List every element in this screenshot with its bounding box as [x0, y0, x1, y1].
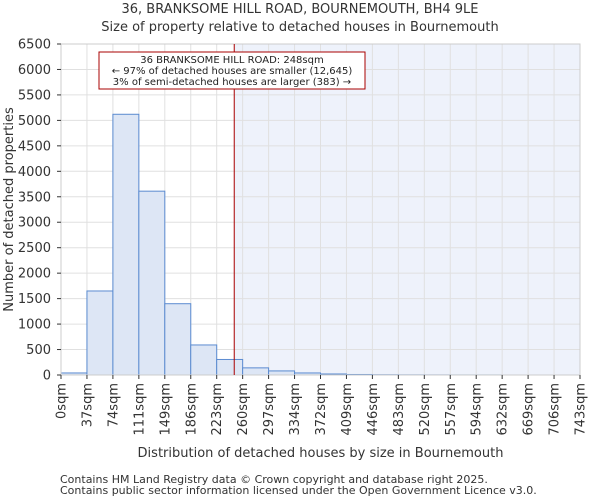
y-tick-label: 6000 — [18, 63, 51, 78]
histogram-bar — [268, 370, 296, 376]
annotation-text: 3% of semi-detached houses are larger (3… — [113, 77, 351, 88]
footer-copyright: Contains HM Land Registry data © Crown c… — [60, 473, 488, 486]
y-tick-label: 1500 — [18, 292, 51, 307]
histogram-bar — [164, 303, 192, 376]
highlight-region — [234, 44, 580, 375]
y-tick-label: 4000 — [18, 165, 51, 180]
x-tick-label: 37sqm — [80, 383, 95, 427]
x-tick-label: 669sqm — [522, 383, 537, 436]
x-tick-label: 632sqm — [496, 383, 511, 436]
histogram-bar — [112, 113, 140, 376]
x-tick-label: 483sqm — [392, 383, 407, 436]
y-tick-label: 6500 — [18, 38, 51, 53]
y-tick-label: 0 — [43, 369, 51, 384]
y-tick-label: 3500 — [18, 190, 51, 205]
histogram-bar — [138, 190, 166, 376]
y-tick-label: 1000 — [18, 318, 51, 333]
x-tick-label: 706sqm — [548, 383, 563, 436]
x-tick-label: 409sqm — [340, 383, 355, 436]
histogram-bar — [86, 290, 114, 376]
annotation-text: ← 97% of detached houses are smaller (12… — [112, 66, 353, 77]
x-tick-label: 297sqm — [262, 383, 277, 436]
x-tick-label: 74sqm — [106, 383, 121, 427]
annotation-box — [98, 51, 366, 90]
x-tick-label: 334sqm — [288, 383, 303, 436]
y-tick-label: 3000 — [18, 216, 51, 231]
y-tick-label: 4500 — [18, 139, 51, 154]
x-tick-label: 186sqm — [184, 383, 199, 436]
x-tick-label: 520sqm — [418, 383, 433, 436]
y-tick-label: 2000 — [18, 267, 51, 282]
x-tick-label: 743sqm — [574, 383, 589, 436]
x-tick-label: 149sqm — [158, 383, 173, 436]
x-tick-label: 111sqm — [132, 383, 147, 436]
histogram-bar — [190, 344, 218, 376]
x-tick-label: 446sqm — [366, 383, 381, 436]
histogram-bar — [242, 367, 270, 376]
y-tick-label: 500 — [26, 343, 51, 358]
x-tick-label: 557sqm — [444, 383, 459, 436]
annotation-text: 36 BRANKSOME HILL ROAD: 248sqm — [140, 55, 323, 66]
y-tick-label: 5000 — [18, 114, 51, 129]
x-tick-label: 372sqm — [314, 383, 329, 436]
x-axis-title: Distribution of detached houses by size … — [138, 446, 504, 461]
histogram-bar — [216, 358, 244, 376]
x-tick-label: 223sqm — [210, 383, 225, 436]
x-tick-label: 0sqm — [55, 383, 70, 419]
chart-title: 36, BRANKSOME HILL ROAD, BOURNEMOUTH, BH… — [121, 2, 479, 17]
x-tick-label: 594sqm — [470, 383, 485, 436]
y-axis-title: Number of detached properties — [2, 107, 17, 312]
chart-subtitle: Size of property relative to detached ho… — [101, 20, 499, 35]
histogram-chart: 0 500 1000 1500 2000 2500 3000 3500 4000 4500 5000… — [2, 38, 589, 462]
y-tick-label: 2500 — [18, 241, 51, 256]
y-tick-label: 5500 — [18, 88, 51, 103]
x-tick-label: 260sqm — [236, 383, 251, 436]
footer-licence: Contains public sector information licen… — [60, 484, 537, 497]
